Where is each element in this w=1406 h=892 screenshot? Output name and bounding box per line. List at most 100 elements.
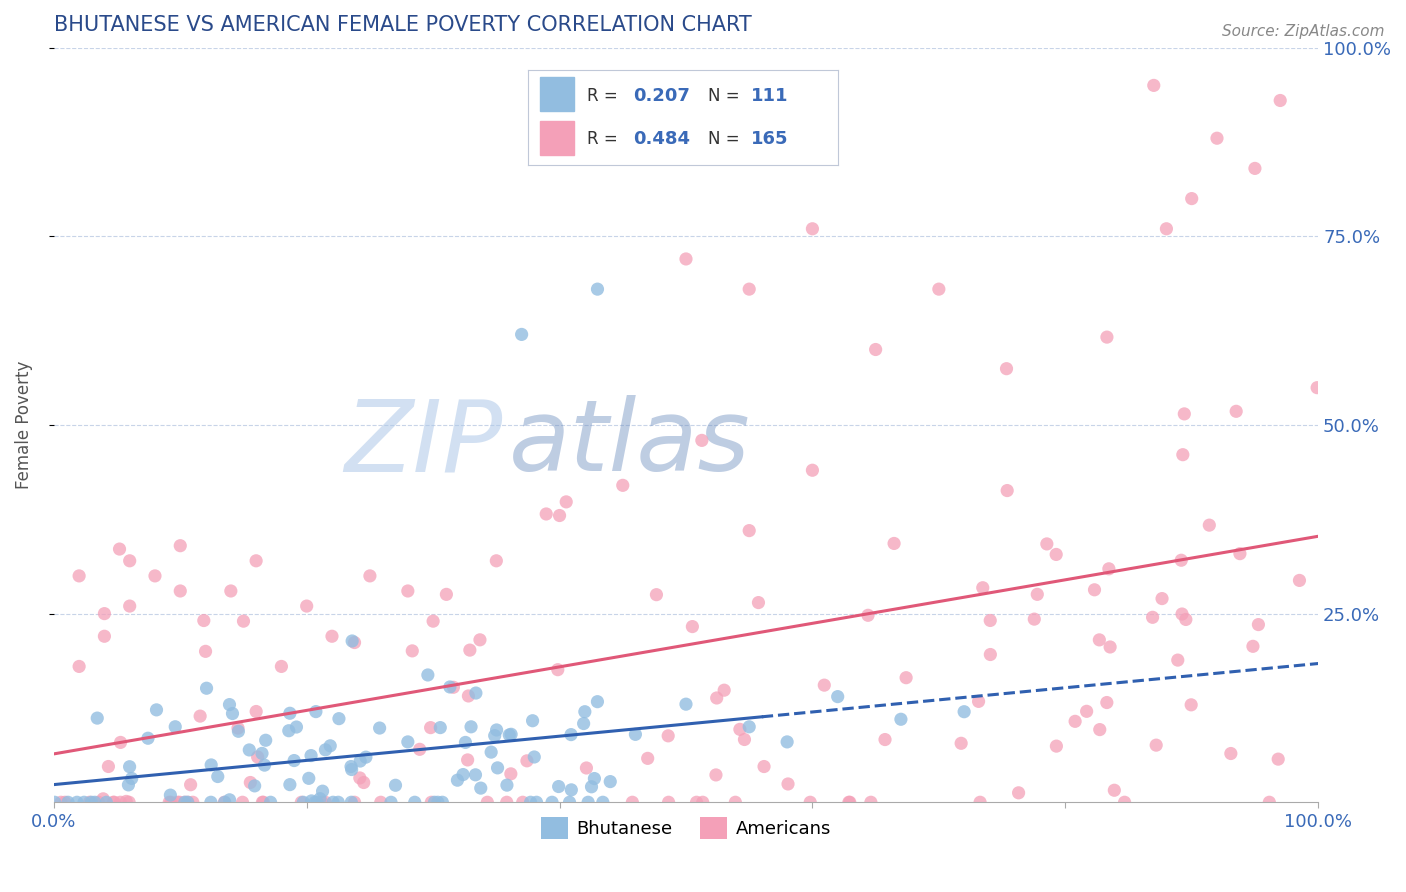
Point bbox=[519, 795, 541, 809]
Text: Source: ZipAtlas.com: Source: ZipAtlas.com bbox=[1222, 24, 1385, 39]
Point bbox=[177, 795, 200, 809]
Point bbox=[752, 759, 775, 773]
Point bbox=[501, 727, 523, 741]
Point bbox=[479, 745, 502, 759]
Point bbox=[368, 721, 391, 735]
Point bbox=[953, 705, 976, 719]
Point bbox=[1267, 752, 1289, 766]
Point bbox=[228, 724, 250, 739]
Point bbox=[232, 614, 254, 628]
Point bbox=[252, 795, 274, 809]
Point bbox=[169, 584, 191, 599]
Point bbox=[314, 743, 336, 757]
Point bbox=[319, 739, 342, 753]
Point bbox=[1099, 640, 1122, 654]
Point bbox=[1098, 562, 1121, 576]
Point bbox=[49, 795, 72, 809]
Point bbox=[180, 778, 202, 792]
Point bbox=[972, 581, 994, 595]
Point bbox=[547, 780, 569, 794]
Point bbox=[1088, 632, 1111, 647]
Point bbox=[434, 587, 457, 601]
Point bbox=[776, 777, 799, 791]
Point bbox=[181, 795, 204, 809]
Point bbox=[477, 795, 499, 809]
Point bbox=[91, 792, 114, 806]
Point bbox=[259, 795, 281, 809]
Point bbox=[118, 554, 141, 568]
Point bbox=[426, 795, 449, 809]
Point bbox=[675, 697, 697, 711]
Point bbox=[838, 795, 860, 809]
Point bbox=[526, 795, 548, 809]
Point bbox=[1144, 738, 1167, 752]
Point bbox=[458, 643, 481, 657]
Point bbox=[53, 795, 76, 809]
Point bbox=[115, 794, 138, 808]
Point bbox=[681, 619, 703, 633]
Point bbox=[583, 772, 606, 786]
Point bbox=[254, 733, 277, 747]
Point bbox=[194, 644, 217, 658]
Point bbox=[464, 768, 486, 782]
Point bbox=[704, 768, 727, 782]
Point bbox=[1198, 518, 1220, 533]
Point bbox=[145, 703, 167, 717]
Point bbox=[1007, 786, 1029, 800]
Point bbox=[419, 721, 441, 735]
Point bbox=[621, 795, 644, 809]
Point bbox=[645, 588, 668, 602]
Point bbox=[314, 795, 336, 809]
Point bbox=[446, 773, 468, 788]
Point bbox=[1219, 747, 1241, 761]
Point bbox=[658, 795, 681, 809]
Point bbox=[692, 795, 714, 809]
Point bbox=[1143, 78, 1166, 93]
Point bbox=[690, 434, 713, 448]
Point bbox=[277, 723, 299, 738]
Point bbox=[67, 569, 90, 583]
Point bbox=[97, 759, 120, 773]
Point bbox=[827, 690, 849, 704]
Point bbox=[1247, 617, 1270, 632]
Point bbox=[298, 772, 321, 786]
Point bbox=[1181, 192, 1204, 206]
Point bbox=[56, 795, 79, 809]
Point bbox=[574, 705, 596, 719]
Point bbox=[534, 507, 557, 521]
Point bbox=[813, 678, 835, 692]
Point bbox=[995, 483, 1018, 498]
Point bbox=[245, 705, 267, 719]
Point bbox=[165, 720, 187, 734]
Point bbox=[110, 795, 132, 809]
Point bbox=[1306, 381, 1329, 395]
Legend: Bhutanese, Americans: Bhutanese, Americans bbox=[533, 810, 838, 847]
Point bbox=[353, 775, 375, 789]
Point bbox=[73, 795, 96, 809]
Point bbox=[612, 478, 634, 492]
Point bbox=[838, 795, 860, 809]
Point bbox=[67, 659, 90, 673]
Point bbox=[1258, 795, 1281, 809]
Point bbox=[270, 659, 292, 673]
Point bbox=[79, 795, 101, 809]
Point bbox=[86, 711, 108, 725]
Point bbox=[340, 795, 363, 809]
Point bbox=[401, 644, 423, 658]
Point bbox=[429, 721, 451, 735]
Point bbox=[66, 795, 89, 809]
Point bbox=[214, 795, 236, 809]
Point bbox=[1173, 407, 1195, 421]
Point bbox=[581, 780, 603, 794]
Point bbox=[278, 778, 301, 792]
Point bbox=[328, 712, 350, 726]
Point bbox=[1104, 783, 1126, 797]
Point bbox=[560, 728, 582, 742]
Point bbox=[510, 327, 533, 342]
Point bbox=[995, 361, 1018, 376]
Point bbox=[157, 795, 180, 809]
Point bbox=[200, 758, 222, 772]
Y-axis label: Female Poverty: Female Poverty bbox=[15, 360, 32, 489]
Point bbox=[1076, 704, 1098, 718]
Point bbox=[706, 690, 728, 705]
